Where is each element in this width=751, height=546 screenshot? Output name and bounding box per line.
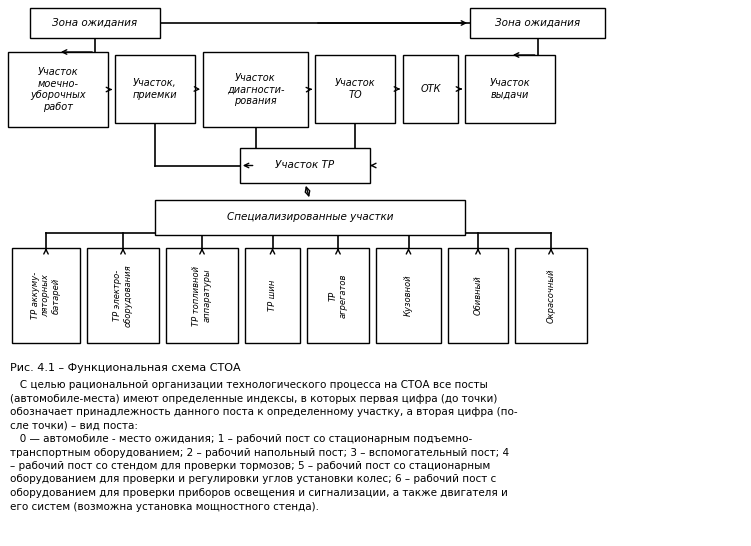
Text: Участок ТР: Участок ТР bbox=[276, 161, 334, 170]
Bar bbox=[8, 52, 108, 127]
Text: ОТК: ОТК bbox=[421, 84, 441, 94]
Bar bbox=[240, 148, 370, 183]
Text: Участок,
приемки: Участок, приемки bbox=[133, 78, 177, 100]
Bar bbox=[87, 248, 159, 343]
Text: Участок
ТО: Участок ТО bbox=[335, 78, 376, 100]
Bar bbox=[245, 248, 300, 343]
Text: Обивный: Обивный bbox=[473, 276, 482, 316]
Bar bbox=[448, 248, 508, 343]
Text: ТР шин: ТР шин bbox=[268, 280, 277, 311]
Text: Специализированные участки: Специализированные участки bbox=[227, 212, 394, 223]
Text: Окрасочный: Окрасочный bbox=[547, 268, 556, 323]
Text: Зона ожидания: Зона ожидания bbox=[53, 18, 137, 28]
Text: сле точки) – вид поста:: сле точки) – вид поста: bbox=[10, 420, 138, 430]
Text: Зона ожидания: Зона ожидания bbox=[495, 18, 580, 28]
Bar bbox=[470, 8, 605, 38]
Bar bbox=[12, 248, 80, 343]
Text: Рис. 4.1 – Функциональная схема СТОА: Рис. 4.1 – Функциональная схема СТОА bbox=[10, 363, 240, 373]
Text: ТР электро-
оборудования: ТР электро- оборудования bbox=[113, 264, 133, 327]
Bar bbox=[155, 200, 465, 235]
Text: 0 — автомобиле - место ожидания; 1 – рабочий пост со стационарным подъемно-: 0 — автомобиле - место ожидания; 1 – раб… bbox=[10, 434, 472, 444]
Bar bbox=[166, 248, 238, 343]
Text: обозначает принадлежность данного поста к определенному участку, а вторая цифра : обозначает принадлежность данного поста … bbox=[10, 407, 517, 417]
Text: Участок
диагности-
рования: Участок диагности- рования bbox=[227, 73, 284, 106]
Bar bbox=[315, 55, 395, 123]
Text: ТР
агрегатов: ТР агрегатов bbox=[328, 274, 348, 318]
Text: оборудованием для проверки и регулировки углов установки колес; 6 – рабочий пост: оборудованием для проверки и регулировки… bbox=[10, 474, 496, 484]
Text: Кузовной: Кузовной bbox=[404, 275, 413, 316]
Text: С целью рациональной организации технологического процесса на СТОА все посты: С целью рациональной организации техноло… bbox=[10, 380, 487, 390]
Text: ТР топливной
аппаратуры: ТР топливной аппаратуры bbox=[192, 265, 212, 325]
Text: Участок
моечно-
уборочных
работ: Участок моечно- уборочных работ bbox=[30, 67, 86, 112]
Bar bbox=[30, 8, 160, 38]
Text: Участок
выдачи: Участок выдачи bbox=[490, 78, 530, 100]
Bar bbox=[403, 55, 458, 123]
Text: его систем (возможна установка мощностного стенда).: его систем (возможна установка мощностно… bbox=[10, 501, 319, 512]
Bar bbox=[115, 55, 195, 123]
Bar bbox=[376, 248, 441, 343]
Text: ТР аккуму-
ляторных
батарей: ТР аккуму- ляторных батарей bbox=[31, 272, 61, 319]
Bar bbox=[203, 52, 308, 127]
Bar bbox=[307, 248, 369, 343]
Bar bbox=[515, 248, 587, 343]
Text: (автомобиле-места) имеют определенные индексы, в которых первая цифра (до точки): (автомобиле-места) имеют определенные ин… bbox=[10, 394, 497, 403]
Text: – рабочий пост со стендом для проверки тормозов; 5 – рабочий пост со стационарны: – рабочий пост со стендом для проверки т… bbox=[10, 461, 490, 471]
Text: оборудованием для проверки приборов освещения и сигнализации, а также двигателя : оборудованием для проверки приборов осве… bbox=[10, 488, 508, 498]
Text: транспортным оборудованием; 2 – рабочий напольный пост; 3 – вспомогательный пост: транспортным оборудованием; 2 – рабочий … bbox=[10, 448, 509, 458]
Bar bbox=[465, 55, 555, 123]
